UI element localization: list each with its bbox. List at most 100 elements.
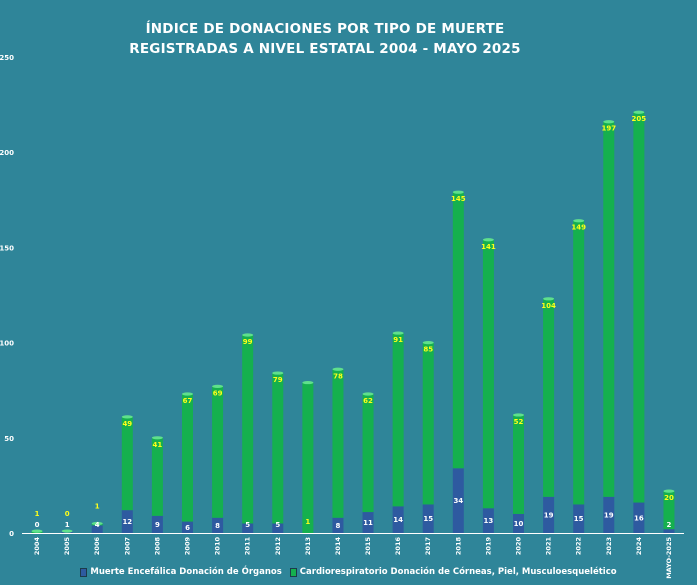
data-label-series2: 0 xyxy=(65,510,70,518)
data-label-series2: 99 xyxy=(243,338,253,346)
x-tick-label: 2022 xyxy=(575,537,583,555)
data-label-series2: 78 xyxy=(333,372,343,380)
x-tick-label: 2017 xyxy=(424,537,432,555)
data-label-series1: 11 xyxy=(363,519,373,527)
bar-series2 xyxy=(182,394,193,522)
data-label-series1: 8 xyxy=(336,522,341,530)
bar-cap xyxy=(61,529,73,533)
bar-series1 xyxy=(362,512,374,533)
x-tick-label: 2004 xyxy=(33,537,41,556)
bar-cap xyxy=(482,238,494,242)
bar-cap xyxy=(573,219,585,223)
data-label-series1: 12 xyxy=(122,518,132,526)
data-label-series2: 149 xyxy=(571,224,586,232)
bar-cap xyxy=(663,489,675,493)
y-tick-label: 100 xyxy=(0,340,14,348)
data-label-series2: 1 xyxy=(95,502,100,510)
data-label-series1: 4 xyxy=(95,521,100,529)
bar-cap xyxy=(452,190,464,194)
legend: Muerte Encefálica Donación de Órganos Ca… xyxy=(0,567,697,577)
x-tick-label: 2012 xyxy=(274,537,282,555)
data-label-series1: 13 xyxy=(484,517,494,525)
bar-series1 xyxy=(121,510,133,533)
x-tick-label: 2015 xyxy=(364,537,372,556)
bar-cap xyxy=(543,297,555,301)
bar-series1 xyxy=(422,504,434,533)
legend-swatch-series1 xyxy=(80,567,88,577)
bar-cap xyxy=(603,120,615,124)
data-label-series2: 104 xyxy=(541,302,556,310)
bar-series1 xyxy=(543,496,555,533)
data-label-series1: 34 xyxy=(453,497,463,505)
data-label-series2: 41 xyxy=(153,441,163,449)
data-label-series1: 16 xyxy=(634,514,644,522)
bar-series1 xyxy=(513,513,524,533)
bar-series1 xyxy=(482,508,494,533)
bar-series2 xyxy=(573,220,585,505)
bar-series1 xyxy=(392,506,404,533)
bar-series2 xyxy=(482,239,494,509)
bar-series2 xyxy=(272,373,284,524)
bar-cap xyxy=(272,371,284,375)
bar-series1 xyxy=(332,517,344,533)
bar-series1 xyxy=(603,496,615,533)
x-tick-label: 2010 xyxy=(214,537,222,556)
bar-cap xyxy=(31,529,43,533)
data-label-series2: 20 xyxy=(664,494,674,502)
bar-series1 xyxy=(151,515,163,533)
bar-cap xyxy=(91,521,103,526)
legend-item-series1: Muerte Encefálica Donación de Órganos xyxy=(80,567,282,577)
bar-series2 xyxy=(362,394,374,513)
x-tick-label: 2024 xyxy=(635,537,643,556)
bars xyxy=(31,110,675,533)
data-label-series2: 1 xyxy=(305,518,310,526)
y-tick-label: 150 xyxy=(0,244,14,252)
bar-cap xyxy=(121,415,133,419)
x-tick-label: 2023 xyxy=(605,537,613,555)
x-tick-label: 2019 xyxy=(484,537,492,556)
data-label-series2: 197 xyxy=(601,125,616,133)
legend-label-series1: Muerte Encefálica Donación de Órganos xyxy=(90,567,282,577)
legend-label-series2: Cardiorespiratorio Donación de Córneas, … xyxy=(299,567,617,577)
bar-series2 xyxy=(392,333,404,507)
data-label-series1: 8 xyxy=(215,522,220,530)
data-label-series1: 14 xyxy=(393,516,403,524)
bar-series1 xyxy=(242,523,254,533)
data-label-series1: 19 xyxy=(604,511,614,519)
chart-title-line1: ÍNDICE DE DONACIONES POR TIPO DE MUERTE xyxy=(145,21,505,37)
y-tick-label: 0 xyxy=(9,530,14,538)
bar-series2 xyxy=(513,414,524,514)
data-label-series1: 2 xyxy=(667,521,672,529)
x-tick-label: 2014 xyxy=(334,537,342,556)
data-label-series2: 141 xyxy=(481,243,496,251)
bar-cap xyxy=(151,436,163,440)
data-label-series1: 15 xyxy=(423,515,433,523)
bar-cap xyxy=(513,413,524,417)
data-label-series1: 19 xyxy=(544,511,554,519)
bar-series1 xyxy=(452,468,464,533)
data-label-series2: 91 xyxy=(393,336,403,344)
x-tick-label: 2016 xyxy=(394,537,402,556)
x-tick-label: 2021 xyxy=(545,537,553,556)
data-label-series2: 1 xyxy=(35,510,40,518)
chart-title-line2: REGISTRADAS A NIVEL ESTATAL 2004 - MAYO … xyxy=(129,41,521,57)
data-label-series2: 85 xyxy=(423,346,433,354)
x-tick-label: 2007 xyxy=(123,537,131,555)
bar-series2 xyxy=(663,491,675,530)
x-tick-label: 2013 xyxy=(304,537,312,555)
x-tick-label: MAYO-2025 xyxy=(665,537,673,579)
bar-series2 xyxy=(151,437,163,516)
y-tick-label: 50 xyxy=(4,435,14,443)
data-label-series2: 145 xyxy=(451,195,466,203)
y-tick-label: 200 xyxy=(0,149,14,157)
bar-series2 xyxy=(121,416,133,511)
x-tick-label: 2009 xyxy=(184,537,192,556)
bar-cap xyxy=(362,392,374,396)
x-tick-label: 2011 xyxy=(244,537,252,556)
data-label-series2: 62 xyxy=(363,397,373,405)
data-label-series1: 15 xyxy=(574,515,584,523)
